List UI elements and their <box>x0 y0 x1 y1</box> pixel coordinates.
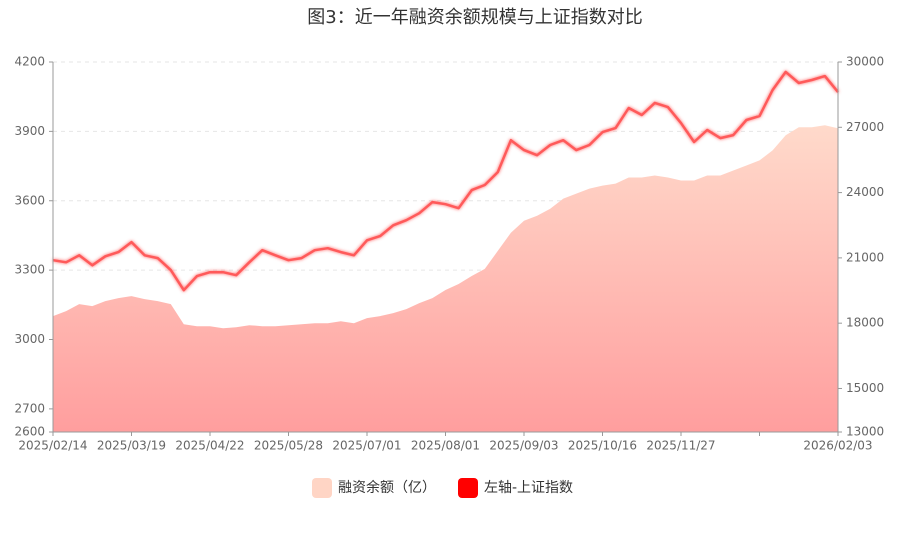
y2-tick-label: 13000 <box>846 425 884 439</box>
y2-tick-label: 15000 <box>846 381 884 395</box>
x-tick-label: 2025/03/19 <box>97 439 166 453</box>
y2-tick-label: 21000 <box>846 250 884 264</box>
x-tick-label: 2025/04/22 <box>175 439 244 453</box>
x-tick-label: 2025/07/01 <box>332 439 401 453</box>
legend-icon <box>458 478 478 498</box>
x-tick-label: 2025/09/03 <box>489 439 558 453</box>
x-tick-label: 2025/11/27 <box>646 439 715 453</box>
line <box>52 70 839 292</box>
legend-icon <box>312 478 332 498</box>
x-tick-label: 2026/02/03 <box>803 439 872 453</box>
area <box>53 125 838 433</box>
y2-tick-label: 30000 <box>846 55 884 69</box>
y-tick-label: 4200 <box>14 55 45 69</box>
y-tick-label: 3000 <box>14 332 45 346</box>
y2-tick-label: 18000 <box>846 316 884 330</box>
legend-label: 左轴-上证指数 <box>484 480 573 496</box>
y-tick-label: 3300 <box>14 263 45 277</box>
y2-tick-label: 27000 <box>846 120 884 134</box>
x-tick-label: 2025/02/14 <box>18 439 87 453</box>
x-tick-label: 2025/08/01 <box>411 439 480 453</box>
y-tick-label: 3600 <box>14 193 45 207</box>
y-tick-label: 2600 <box>14 425 45 439</box>
y2-tick-label: 24000 <box>846 185 884 199</box>
y-tick-label: 2700 <box>14 401 45 415</box>
x-tick-label: 2025/10/16 <box>568 439 637 453</box>
y-tick-label: 3900 <box>14 124 45 138</box>
chart-title: 图3：近一年融资余额规模与上证指数对比 <box>307 7 642 28</box>
x-tick-label: 2025/05/28 <box>254 439 323 453</box>
legend-label: 融资余额（亿） <box>338 479 436 496</box>
